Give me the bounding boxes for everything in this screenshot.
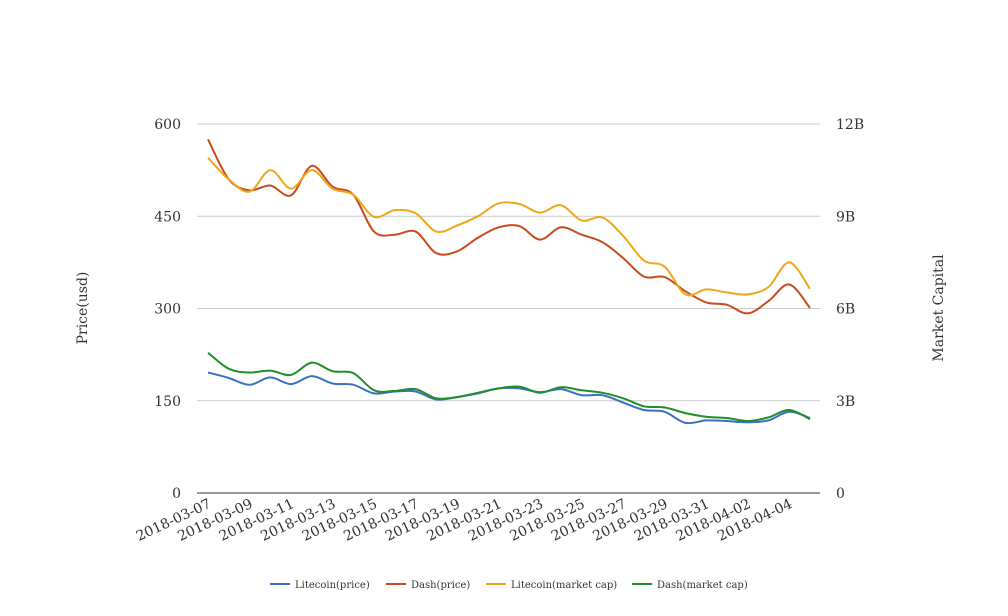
series-line-litecoin-market-cap <box>207 157 811 297</box>
y-left-tick-label: 300 <box>154 302 181 318</box>
y-left-tick-label: 600 <box>154 117 181 133</box>
series-line-dash-market-cap <box>207 351 811 423</box>
series-line-litecoin-price <box>207 371 811 425</box>
left-y-axis-ticks: 0 150 300 450 600 <box>154 117 181 502</box>
legend-label: Litecoin(price) <box>295 580 370 591</box>
y-right-tick-label: 0 <box>836 486 845 502</box>
legend-label: Litecoin(market cap) <box>511 580 617 591</box>
legend-item: Litecoin(market cap) <box>486 580 617 591</box>
y-right-tick-label: 6B <box>836 302 855 318</box>
legend-label: Dash(market cap) <box>657 580 748 591</box>
legend-item: Dash(market cap) <box>632 580 748 591</box>
legend: Litecoin(price) Dash(price) Litecoin(marke… <box>270 580 748 591</box>
y-right-tick-label: 9B <box>836 209 855 225</box>
legend-item: Dash(price) <box>386 580 470 591</box>
y-axis-left-title: Price(usd) <box>75 272 91 345</box>
y-right-tick-label: 3B <box>836 394 855 410</box>
legend-item: Litecoin(price) <box>270 580 370 591</box>
y-axis-right-title: Market Capital <box>931 254 947 362</box>
series-line-dash-price <box>207 138 811 315</box>
x-axis-ticks: 2018-03-072018-03-092018-03-112018-03-13… <box>134 496 795 545</box>
right-y-axis-ticks: 0 3B 6B 9B 12B <box>836 117 864 502</box>
series-lines <box>207 138 811 425</box>
y-left-tick-label: 150 <box>154 394 181 410</box>
y-left-tick-label: 0 <box>172 486 181 502</box>
legend-label: Dash(price) <box>411 580 470 591</box>
gridlines <box>197 123 820 494</box>
y-left-tick-label: 450 <box>154 209 181 225</box>
y-right-tick-label: 12B <box>836 117 864 133</box>
